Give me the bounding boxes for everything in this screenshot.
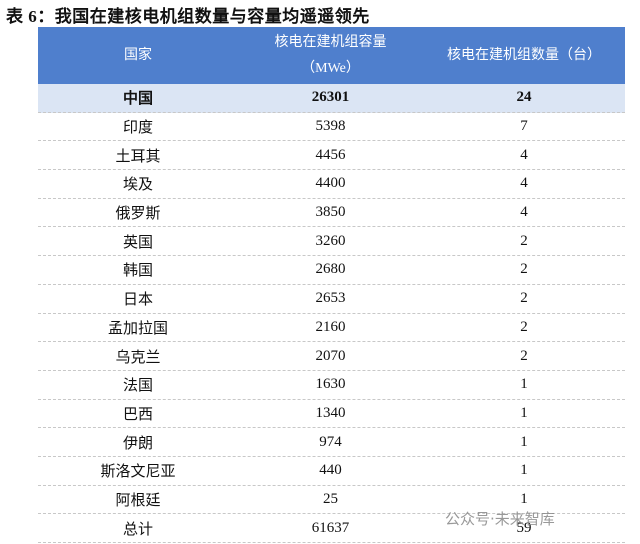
table-cell: 斯洛文尼亚 bbox=[100, 464, 176, 481]
table-cell: 4 bbox=[520, 175, 528, 192]
table-title: 表 6：我国在建核电机组数量与容量均遥遥领先 bbox=[6, 7, 370, 26]
table-cell: 日本 bbox=[122, 292, 153, 309]
table-row: 总计 61637 59 bbox=[38, 514, 625, 543]
table-cell: 4 bbox=[520, 146, 528, 163]
table-cell: 2 bbox=[520, 261, 528, 278]
table-cell: 中国 bbox=[122, 91, 153, 108]
table-cell: 3850 bbox=[315, 204, 346, 221]
header-text: 核电在建机组容量 bbox=[274, 34, 387, 50]
table-cell: 俄罗斯 bbox=[115, 206, 161, 223]
table-cell: 1 bbox=[520, 376, 528, 393]
table-cell: 5398 bbox=[315, 118, 346, 135]
table-cell: 7 bbox=[520, 118, 528, 135]
table-row: 乌克兰 2070 2 bbox=[38, 342, 625, 371]
table-cell: 印度 bbox=[122, 120, 153, 137]
header-text: 国家 bbox=[124, 47, 152, 63]
table-cell: 2 bbox=[520, 347, 528, 364]
header-cell: 核电在建机组数量（台） bbox=[423, 27, 625, 84]
table-cell: 4400 bbox=[315, 175, 346, 192]
table-cell: 2 bbox=[520, 232, 528, 249]
header-cell: 国家 bbox=[38, 27, 238, 84]
table-cell: 英国 bbox=[122, 234, 153, 251]
table-row: 印度 5398 7 bbox=[38, 113, 625, 142]
table-cell: 总计 bbox=[122, 521, 153, 538]
table-row: 中国 26301 24 bbox=[38, 84, 625, 113]
table-cell: 埃及 bbox=[122, 177, 153, 194]
table-cell: 孟加拉国 bbox=[107, 320, 168, 337]
table-cell: 1 bbox=[520, 490, 528, 507]
table: 国家 核电在建机组容量 （MWe） 核电在建机组数量（台） 中国 26301 24 印度 539… bbox=[38, 27, 625, 543]
table-cell: 韩国 bbox=[122, 263, 153, 280]
table-cell: 2070 bbox=[315, 347, 346, 364]
header-row: 国家 核电在建机组容量 （MWe） 核电在建机组数量（台） bbox=[38, 27, 625, 84]
table-cell: 2160 bbox=[315, 318, 346, 335]
table-row: 英国 3260 2 bbox=[38, 227, 625, 257]
table-cell: 伊朗 bbox=[122, 435, 153, 452]
header-text: （MWe） bbox=[301, 60, 360, 76]
table-cell: 1 bbox=[520, 404, 528, 421]
table-row: 日本 2653 2 bbox=[38, 285, 625, 314]
table-row: 埃及 4400 4 bbox=[38, 170, 625, 199]
table-cell: 阿根廷 bbox=[115, 492, 161, 509]
table-row: 伊朗 974 1 bbox=[38, 428, 625, 457]
table-cell: 1630 bbox=[315, 376, 346, 393]
table-cell: 1 bbox=[520, 462, 528, 479]
header-text: 核电在建机组数量（台） bbox=[447, 47, 601, 63]
table-row: 孟加拉国 2160 2 bbox=[38, 314, 625, 343]
table-cell: 土耳其 bbox=[115, 148, 161, 165]
table-cell: 974 bbox=[319, 433, 342, 450]
table-cell: 25 bbox=[323, 490, 338, 507]
table-cell: 1340 bbox=[315, 404, 346, 421]
table-row: 俄罗斯 3850 4 bbox=[38, 199, 625, 228]
table-cell: 4 bbox=[520, 204, 528, 221]
table-cell: 1 bbox=[520, 433, 528, 450]
table-cell: 2680 bbox=[315, 261, 346, 278]
table-cell: 2653 bbox=[315, 290, 346, 307]
watermark: 公众号·未来智库 bbox=[445, 510, 555, 528]
table-cell: 61637 bbox=[311, 519, 350, 536]
table-row: 韩国 2680 2 bbox=[38, 256, 625, 285]
table-row: 法国 1630 1 bbox=[38, 371, 625, 400]
table-cell: 3260 bbox=[315, 232, 346, 249]
table-cell: 巴西 bbox=[122, 406, 153, 423]
header-cell: 核电在建机组容量 （MWe） bbox=[238, 27, 423, 84]
table-cell: 2 bbox=[520, 318, 528, 335]
table-row: 巴西 1340 1 bbox=[38, 400, 625, 429]
table-cell: 法国 bbox=[122, 378, 153, 395]
table-row: 阿根廷 25 1 bbox=[38, 486, 625, 515]
table-cell: 26301 bbox=[311, 89, 350, 106]
table-row: 土耳其 4456 4 bbox=[38, 141, 625, 171]
table-cell: 59 bbox=[516, 519, 532, 536]
table-row: 斯洛文尼亚 440 1 bbox=[38, 457, 625, 486]
table-cell: 乌克兰 bbox=[115, 349, 161, 366]
table-cell: 440 bbox=[319, 462, 342, 479]
table-cell: 24 bbox=[516, 89, 532, 106]
table-cell: 2 bbox=[520, 290, 528, 307]
table-cell: 4456 bbox=[315, 146, 346, 163]
